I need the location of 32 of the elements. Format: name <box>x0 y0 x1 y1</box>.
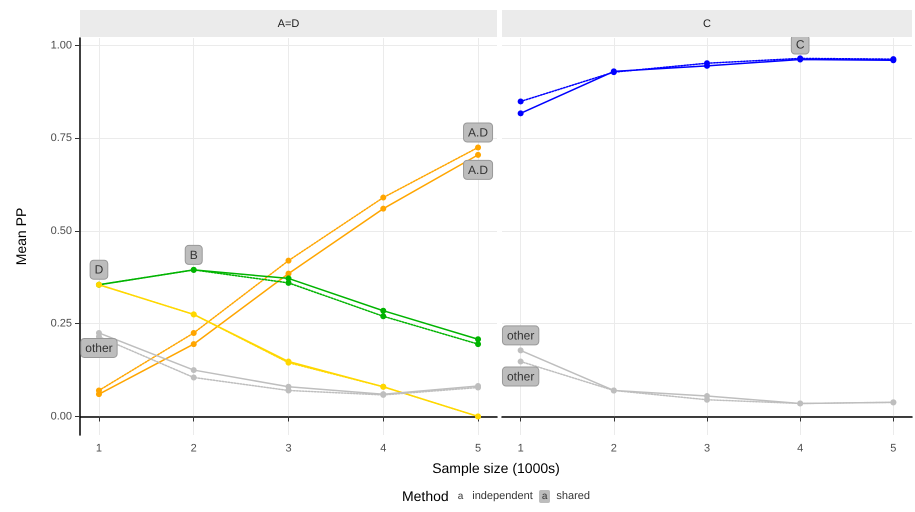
text: shared <box>556 490 590 502</box>
x-tick-label: 1 <box>96 442 102 454</box>
chart-title: C <box>502 10 912 37</box>
annotation: C <box>796 38 805 52</box>
legend-title: Method <box>402 488 449 504</box>
annotation: A.D <box>468 162 488 177</box>
y-tick-label: 0.00 <box>50 410 72 422</box>
y-tick-label: 1.00 <box>50 39 72 52</box>
x-tick-label: 3 <box>285 442 292 454</box>
y-tick-label: 0.50 <box>50 224 72 237</box>
annotation: other <box>506 370 534 384</box>
annotation: A.D <box>468 125 488 140</box>
x-tick-label: 5 <box>474 442 482 454</box>
text: a <box>454 490 466 502</box>
y-axis-title: Mean PP <box>13 208 29 266</box>
x-tick-label: 4 <box>380 442 386 454</box>
text: independent <box>472 490 533 502</box>
y-tick-label: 0.25 <box>50 318 72 330</box>
annotation: B <box>190 248 198 262</box>
x-tick-label: 1 <box>518 442 524 454</box>
y-tick-label: 0.75 <box>50 132 72 144</box>
annotation: D <box>94 262 104 277</box>
text: a <box>538 490 550 502</box>
annotation: other <box>85 340 113 355</box>
x-axis-title: Sample size (1000s) <box>431 460 561 476</box>
x-tick-label: 3 <box>704 442 710 454</box>
x-tick-label: 2 <box>610 442 617 454</box>
x-tick-label: 4 <box>797 442 804 454</box>
chart-title: A=D <box>80 10 497 37</box>
x-tick-label: 5 <box>890 442 896 454</box>
x-tick-label: 2 <box>190 442 197 454</box>
annotation: other <box>506 328 534 342</box>
